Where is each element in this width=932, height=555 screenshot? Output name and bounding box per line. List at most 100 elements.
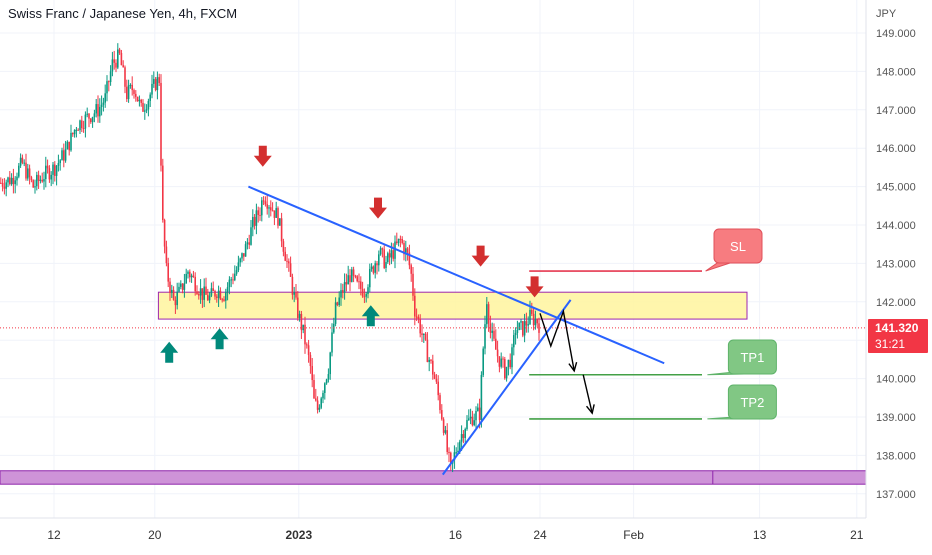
candle-body <box>504 359 506 379</box>
candle-body <box>142 102 144 112</box>
candle-body <box>151 83 153 95</box>
y-tick-label: 143.000 <box>876 258 916 270</box>
callout-box <box>727 384 777 420</box>
candle-body <box>225 291 227 301</box>
candle-body <box>473 420 475 426</box>
candle-body <box>381 248 384 250</box>
candle-body <box>327 374 330 380</box>
candle-body <box>288 261 290 264</box>
support-arrow-icon <box>210 328 229 350</box>
candle-body <box>264 201 267 205</box>
trendline[interactable] <box>441 299 572 476</box>
candle-body <box>183 283 186 290</box>
candle-body <box>338 297 340 305</box>
candle-body <box>117 49 119 68</box>
candle-body <box>437 381 439 396</box>
candle-body <box>36 174 38 187</box>
candle-body <box>471 416 474 426</box>
candle-body <box>487 304 490 324</box>
candle-body <box>309 354 312 367</box>
candle-body <box>131 84 133 91</box>
candle-body <box>169 281 171 293</box>
candle-body <box>250 227 252 245</box>
callout-label: TP2 <box>740 395 764 410</box>
callout-box <box>727 339 777 375</box>
candle-body <box>28 168 31 178</box>
candle-body <box>9 177 11 185</box>
x-tick-label: 16 <box>449 528 463 542</box>
candle-body <box>160 82 162 166</box>
candle-body <box>84 114 87 129</box>
candle-body <box>194 276 196 292</box>
x-tick-label: Feb <box>623 528 644 542</box>
candle-body <box>37 174 40 181</box>
candle-body <box>203 286 205 300</box>
axes: 149.000 148.000 147.000 146.000 145.000 144.0… <box>0 0 916 542</box>
candle-body <box>421 333 423 335</box>
candle-body <box>493 330 495 339</box>
candle-body <box>61 150 63 161</box>
candle-body <box>325 379 328 384</box>
candle-body <box>280 218 283 242</box>
candle-body <box>322 392 324 399</box>
candle-body <box>410 265 412 274</box>
candle-body <box>154 79 157 91</box>
candle-body <box>244 244 247 257</box>
candle-body <box>172 289 175 300</box>
candle-body <box>77 129 79 131</box>
candle-body <box>358 281 360 283</box>
candle-body <box>30 177 33 181</box>
candle-body <box>108 81 110 83</box>
grid <box>0 0 866 518</box>
symbol-title[interactable]: Swiss Franc / Japanese Yen, 4h, FXCM <box>8 6 238 21</box>
candle-body <box>509 359 511 368</box>
candle-body <box>511 347 513 368</box>
candle-body <box>266 204 268 209</box>
candle-body <box>90 118 92 123</box>
drawings[interactable]: SL TP1 TP2 <box>0 145 866 476</box>
resistance-zone[interactable] <box>157 291 748 320</box>
candle-body <box>171 289 173 293</box>
candle-body <box>124 67 126 87</box>
candle-body <box>291 276 294 295</box>
candle-body <box>223 299 225 301</box>
projection-path[interactable] <box>539 308 575 372</box>
candle-body <box>315 398 317 401</box>
candle-body <box>122 65 124 68</box>
candle-body <box>187 271 189 274</box>
candle-body <box>320 398 322 408</box>
candle-body <box>406 248 409 253</box>
candle-body <box>376 263 378 266</box>
candle-body <box>257 210 259 215</box>
candle-body <box>153 79 155 84</box>
candle-body <box>484 324 486 349</box>
callout-label: TP1 <box>740 350 764 365</box>
candle-body <box>25 162 27 179</box>
callout-sl[interactable]: SL <box>705 228 763 272</box>
candle-body <box>442 419 445 433</box>
candle-body <box>270 207 272 211</box>
candle-body <box>450 452 452 464</box>
candle-body <box>12 177 15 185</box>
candle-body <box>468 418 470 421</box>
candle-body <box>500 358 502 367</box>
candle-body <box>363 296 366 298</box>
candle-body <box>446 430 448 452</box>
callout-tp1[interactable]: TP1 <box>707 339 777 376</box>
support-zone[interactable] <box>0 470 867 485</box>
candle-body <box>64 149 67 161</box>
candle-body <box>43 179 45 182</box>
candle-body <box>241 253 243 259</box>
candle-body <box>370 266 373 269</box>
candle-body <box>306 344 308 346</box>
candle-body <box>109 71 112 83</box>
candle-body <box>55 165 58 176</box>
candle-body <box>286 260 288 262</box>
projection-path-2[interactable] <box>582 374 593 414</box>
callout-tp2[interactable]: TP2 <box>707 384 777 420</box>
x-tick-label: 2023 <box>285 528 312 542</box>
trendline[interactable] <box>248 185 665 365</box>
candle-body <box>324 383 326 393</box>
